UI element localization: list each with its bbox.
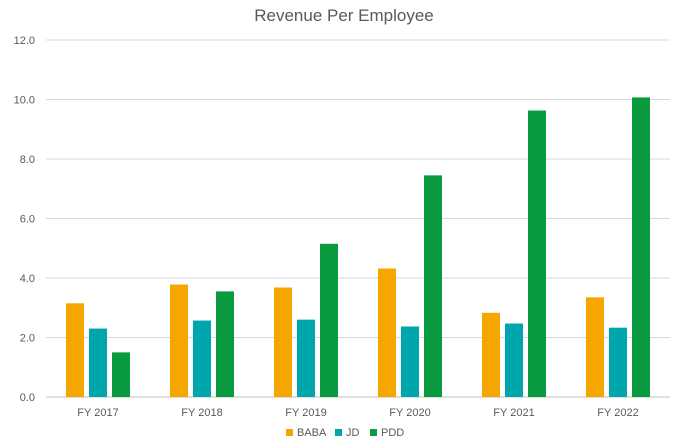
x-tick-label: FY 2022 — [597, 407, 638, 419]
bar-baba-fy-2021 — [482, 312, 500, 397]
x-tick-label: FY 2020 — [389, 407, 430, 419]
bar-pdd-fy-2017 — [112, 352, 130, 397]
bar-pdd-fy-2022 — [632, 97, 650, 397]
y-tick-label: 8.0 — [20, 154, 35, 166]
bar-jd-fy-2020 — [401, 326, 419, 397]
x-tick-label: FY 2018 — [181, 407, 222, 419]
x-tick-label: FY 2019 — [285, 407, 326, 419]
y-tick-label: 6.0 — [20, 214, 35, 226]
bar-pdd-fy-2021 — [528, 110, 546, 397]
bar-jd-fy-2022 — [609, 327, 627, 397]
bar-pdd-fy-2019 — [320, 243, 338, 397]
y-tick-label: 2.0 — [20, 333, 35, 345]
bar-baba-fy-2020 — [378, 268, 396, 397]
legend: BABA JD PDD — [286, 427, 404, 439]
bar-pdd-fy-2018 — [216, 291, 234, 397]
bar-baba-fy-2019 — [274, 287, 292, 397]
bar-jd-fy-2021 — [505, 323, 523, 397]
y-tick-label: 0.0 — [20, 392, 35, 404]
y-tick-label: 4.0 — [20, 273, 35, 285]
x-axis-ticks: FY 2017 FY 2018 FY 2019 FY 2020 FY 2021 FY 20… — [77, 407, 638, 419]
bars — [66, 97, 650, 397]
bar-jd-fy-2017 — [89, 328, 107, 397]
bar-baba-fy-2022 — [586, 297, 604, 397]
legend-swatch-jd — [335, 429, 342, 436]
chart-title: Revenue Per Employee — [254, 6, 434, 25]
y-tick-label: 10.0 — [14, 95, 35, 107]
y-tick-label: 12.0 — [14, 35, 35, 47]
x-tick-label: FY 2017 — [77, 407, 118, 419]
legend-label-jd: JD — [346, 427, 360, 439]
gridlines — [46, 39, 670, 398]
y-axis-ticks: 0.0 2.0 4.0 6.0 8.0 10.0 12.0 — [14, 35, 35, 404]
bar-baba-fy-2018 — [170, 284, 188, 397]
bar-jd-fy-2018 — [193, 320, 211, 397]
bar-baba-fy-2017 — [66, 303, 84, 397]
bar-pdd-fy-2020 — [424, 175, 442, 397]
x-tick-label: FY 2021 — [493, 407, 534, 419]
legend-swatch-pdd — [370, 429, 377, 436]
legend-swatch-baba — [286, 429, 293, 436]
legend-label-pdd: PDD — [381, 427, 404, 439]
bar-jd-fy-2019 — [297, 319, 315, 397]
legend-label-baba: BABA — [297, 427, 327, 439]
